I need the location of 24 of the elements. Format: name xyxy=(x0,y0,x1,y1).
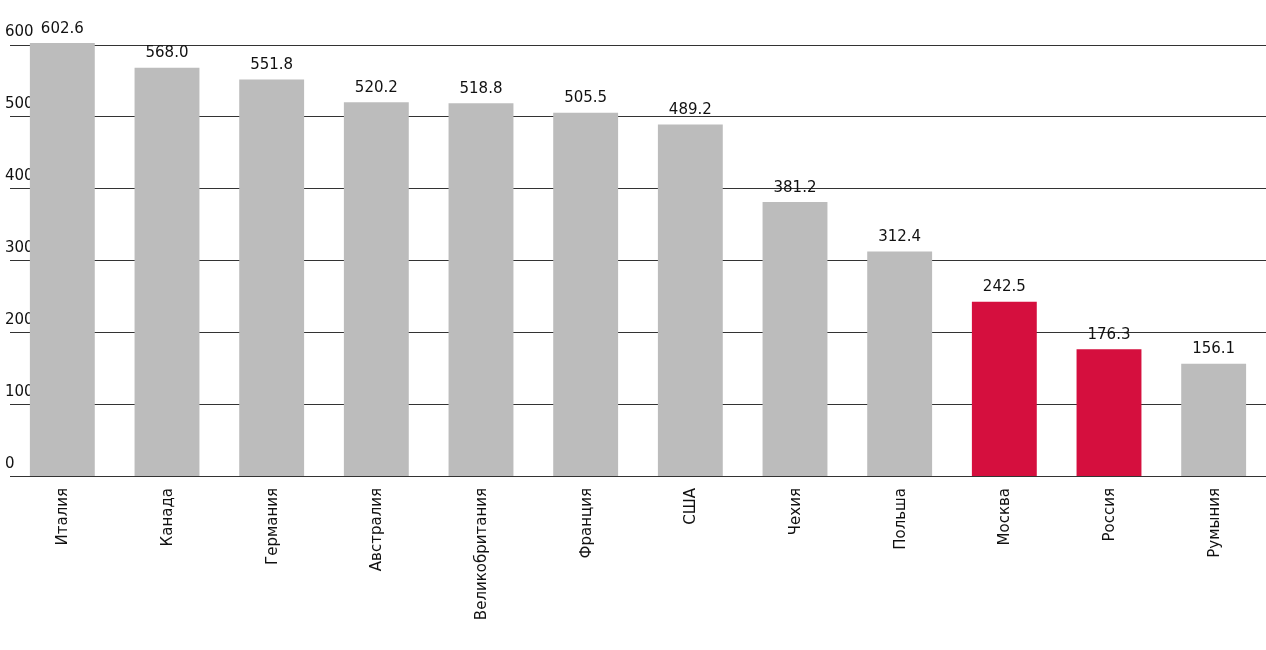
x-tick-label: Великобритания xyxy=(472,488,490,621)
data-label: 520.2 xyxy=(354,77,398,96)
data-label: 489.2 xyxy=(668,99,712,118)
x-tick-label: Россия xyxy=(1100,488,1118,542)
x-tick-label: Польша xyxy=(890,488,909,550)
x-tick-label: Чехия xyxy=(786,488,804,536)
x-tick-label: Румыния xyxy=(1204,488,1223,558)
x-tick-label: Австралия xyxy=(367,488,386,572)
x-tick-label: Москва xyxy=(995,488,1014,546)
data-label: 551.8 xyxy=(250,55,294,73)
x-tick-label: США xyxy=(681,487,700,525)
data-label: 242.5 xyxy=(982,277,1026,296)
y-tick-label: 600 xyxy=(5,22,34,41)
y-tick-label: 0 xyxy=(5,453,15,472)
data-label: 505.5 xyxy=(564,88,608,107)
data-label: 602.6 xyxy=(40,18,84,37)
data-label: 518.8 xyxy=(459,78,503,97)
x-tick-label: Франция xyxy=(576,488,595,559)
x-tick-label: Германия xyxy=(262,488,281,565)
data-label: 312.4 xyxy=(878,227,922,246)
x-tick-label: Канада xyxy=(158,488,176,547)
data-label: 568.0 xyxy=(145,43,189,62)
data-label: 156.1 xyxy=(1192,339,1236,358)
x-tick-label: Италия xyxy=(53,488,72,546)
